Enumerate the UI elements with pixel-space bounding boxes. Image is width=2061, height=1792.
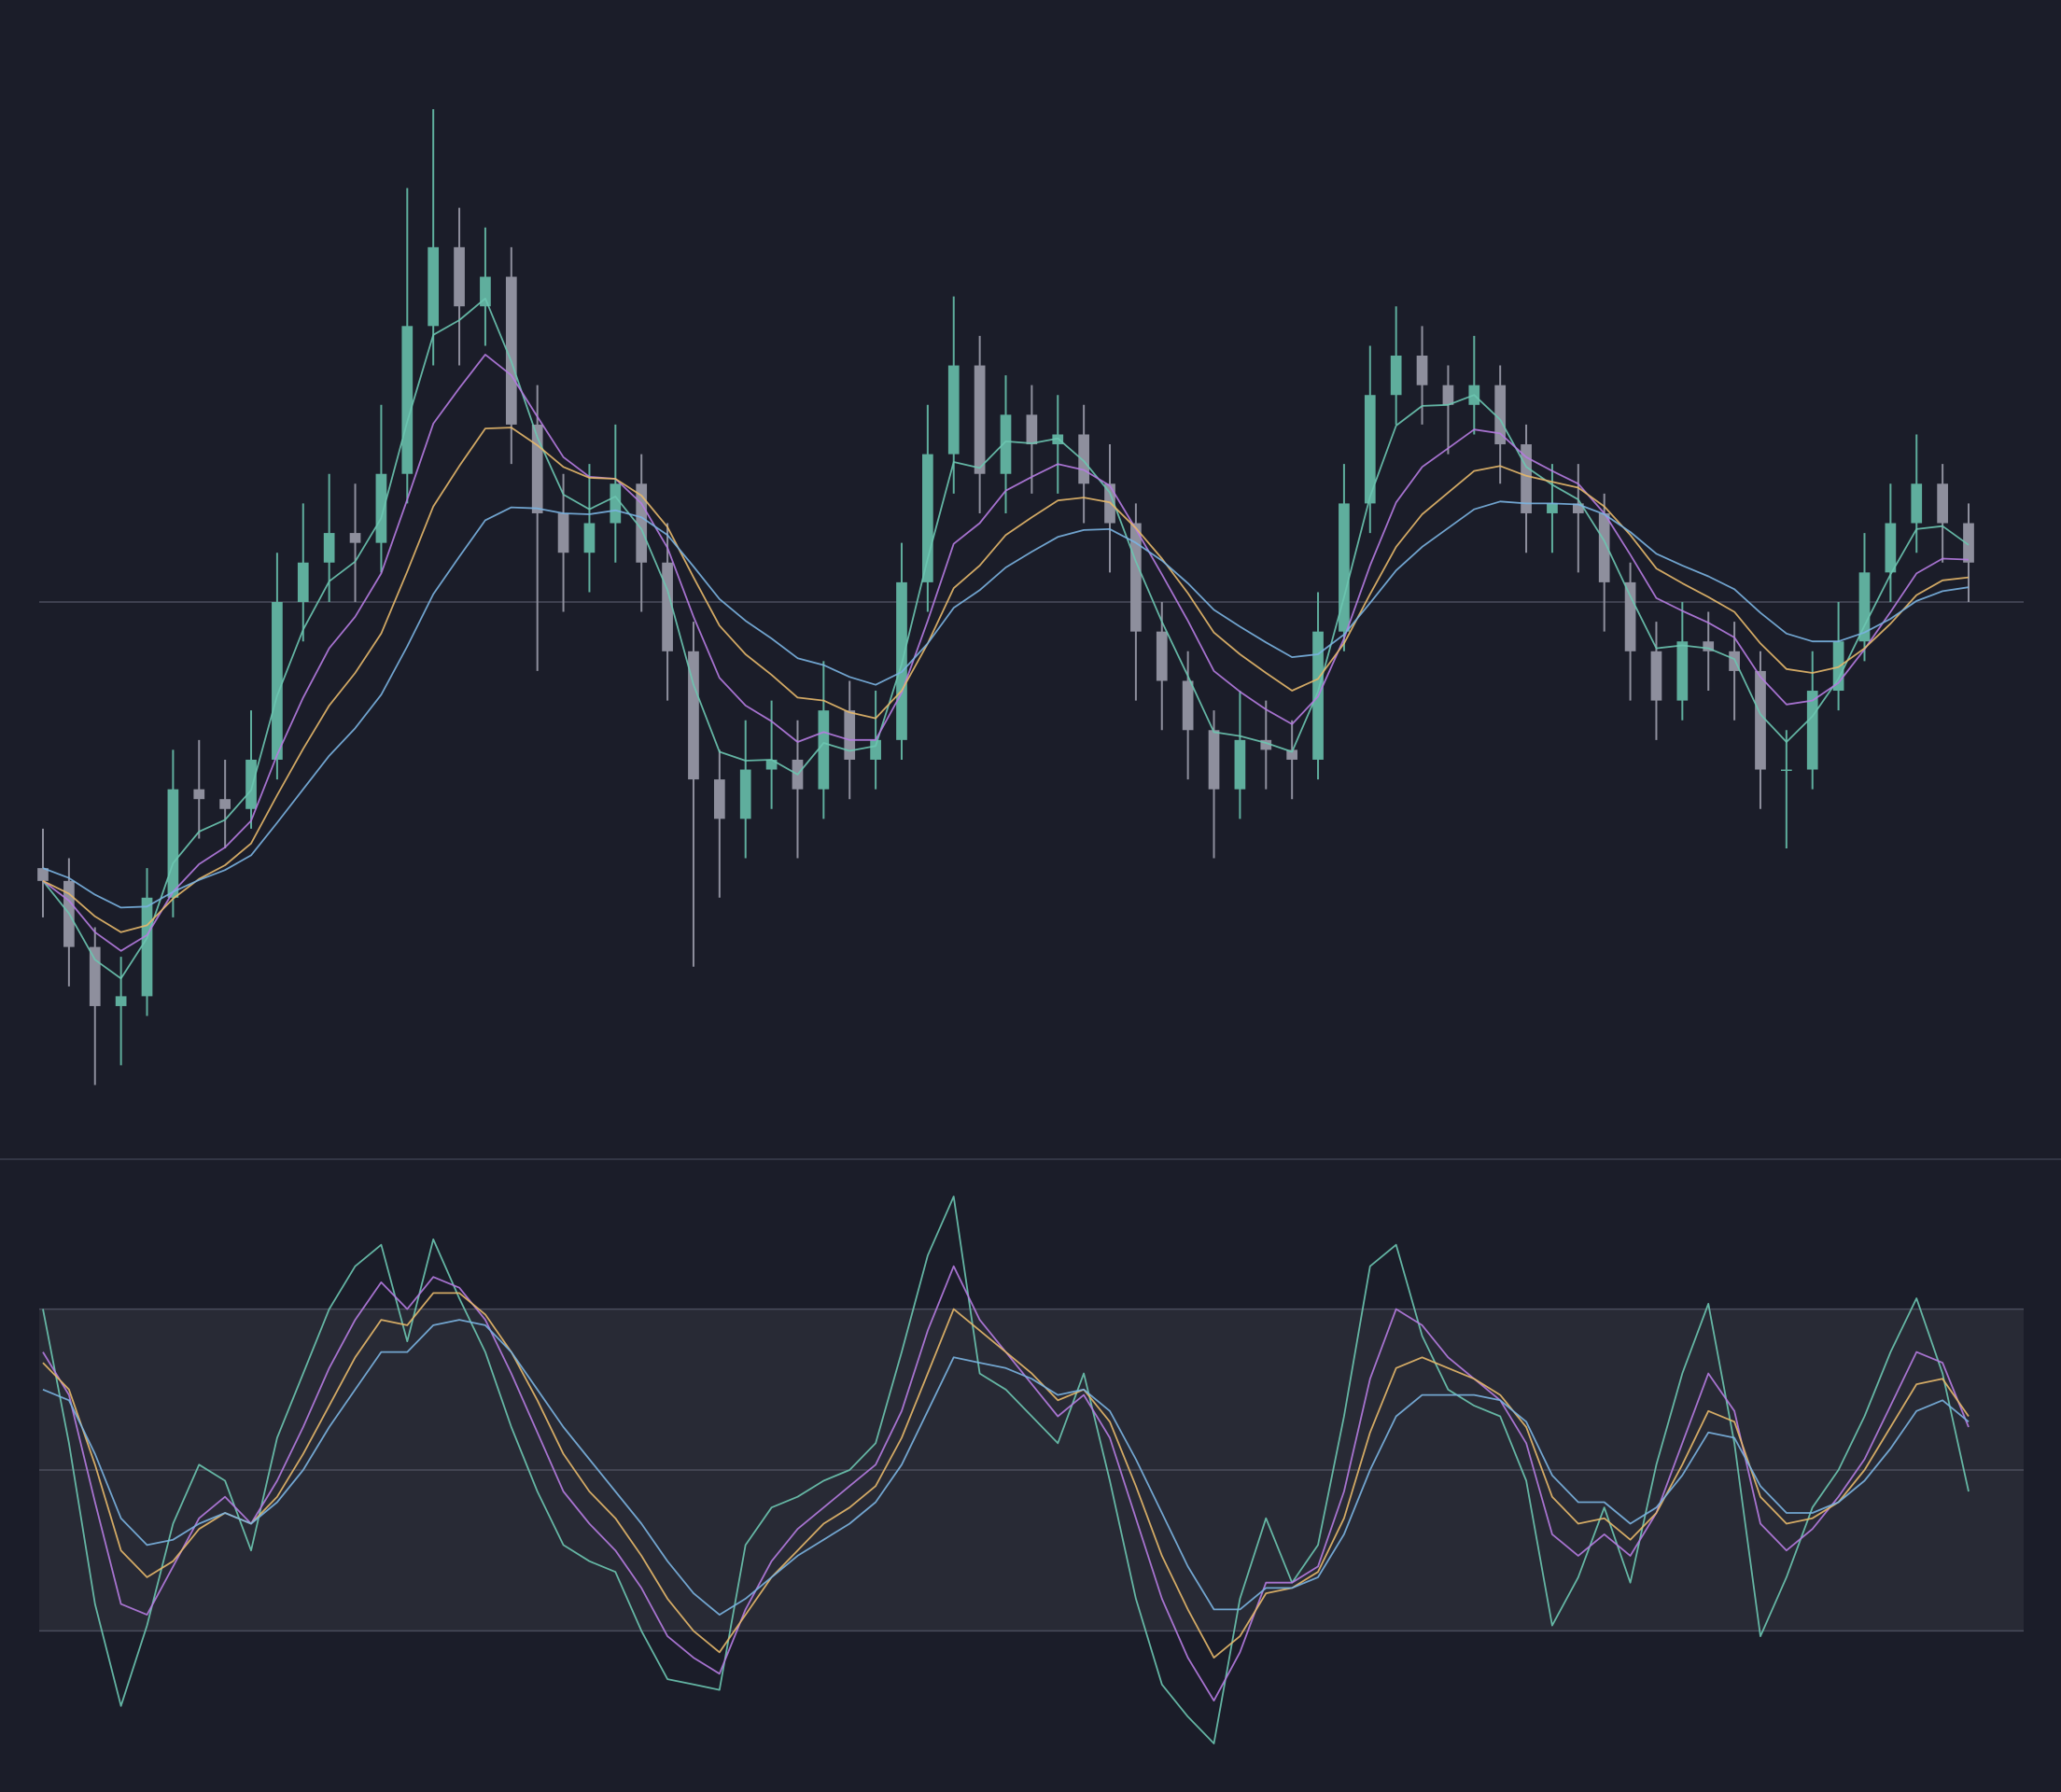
- candle-body: [662, 562, 673, 651]
- candle-body: [1130, 523, 1142, 632]
- candle-body: [1547, 503, 1558, 513]
- candle-body: [480, 276, 491, 307]
- candle-body: [1521, 444, 1532, 513]
- candle-body: [1156, 631, 1168, 681]
- candle-body: [454, 246, 465, 307]
- candle-body: [974, 365, 986, 474]
- candle-body: [922, 454, 933, 582]
- candle-body: [219, 799, 231, 809]
- candle-body: [1000, 414, 1012, 474]
- candle-body: [1390, 356, 1402, 396]
- candle-body: [115, 996, 127, 1006]
- candle-body: [297, 562, 309, 602]
- candle-body: [583, 523, 596, 553]
- candle-body: [37, 868, 49, 881]
- candle-body: [349, 533, 361, 543]
- line-series: [42, 1292, 1970, 1659]
- candle-body: [375, 473, 387, 543]
- candle-body: [1494, 385, 1507, 445]
- candle-body: [1937, 483, 1948, 524]
- candle-body: [1234, 739, 1246, 790]
- candle-body: [1416, 356, 1428, 385]
- line-series: [42, 500, 1970, 909]
- candle-body: [1442, 385, 1454, 405]
- candle-body: [245, 759, 257, 809]
- candle-body: [765, 759, 778, 770]
- candle-body: [947, 365, 960, 455]
- candle-body: [428, 246, 440, 327]
- candle-body: [1572, 503, 1584, 513]
- line-series: [42, 1196, 1970, 1744]
- candle-body: [713, 779, 725, 819]
- candle-body: [1026, 414, 1038, 445]
- candle-body: [1260, 739, 1272, 750]
- candle-body: [401, 326, 414, 474]
- candle-body: [739, 769, 751, 819]
- candle-body: [1286, 749, 1298, 760]
- candle-body: [1624, 581, 1636, 651]
- candle-body: [1858, 572, 1871, 642]
- candle-body: [1650, 651, 1662, 701]
- candle-body: [1703, 641, 1715, 651]
- candle-body: [1598, 512, 1610, 582]
- candle-body: [89, 946, 101, 1006]
- candle-body: [1676, 641, 1689, 701]
- candle-body: [557, 512, 569, 553]
- candle-body: [1755, 670, 1766, 770]
- candle-body: [1078, 434, 1089, 484]
- line-series: [42, 427, 1970, 933]
- line-series: [42, 1319, 1970, 1616]
- candle-body: [1182, 680, 1194, 731]
- candle-body: [141, 897, 153, 997]
- candle-body: [1911, 483, 1923, 524]
- candle-body: [1780, 769, 1792, 772]
- candle-body: [1364, 395, 1376, 504]
- candle-body: [323, 533, 335, 563]
- candle-body: [1806, 691, 1818, 770]
- candle-body: [505, 276, 517, 425]
- candle-body: [1963, 523, 1974, 563]
- candle-body: [167, 789, 179, 898]
- candle-body: [1339, 503, 1350, 632]
- candle-body: [870, 739, 881, 760]
- candle-body: [636, 483, 648, 563]
- candle-body: [844, 710, 856, 760]
- candle-body: [688, 651, 699, 780]
- candle-body: [818, 710, 830, 790]
- candle-body: [272, 602, 283, 760]
- candle-body: [531, 424, 543, 513]
- candle-body: [1208, 730, 1220, 790]
- candle-body: [610, 483, 622, 524]
- candle-body: [1885, 523, 1897, 573]
- candle-body: [193, 789, 205, 800]
- candle-body: [1729, 651, 1740, 671]
- line-series: [42, 354, 1970, 952]
- line-series: [42, 297, 1970, 980]
